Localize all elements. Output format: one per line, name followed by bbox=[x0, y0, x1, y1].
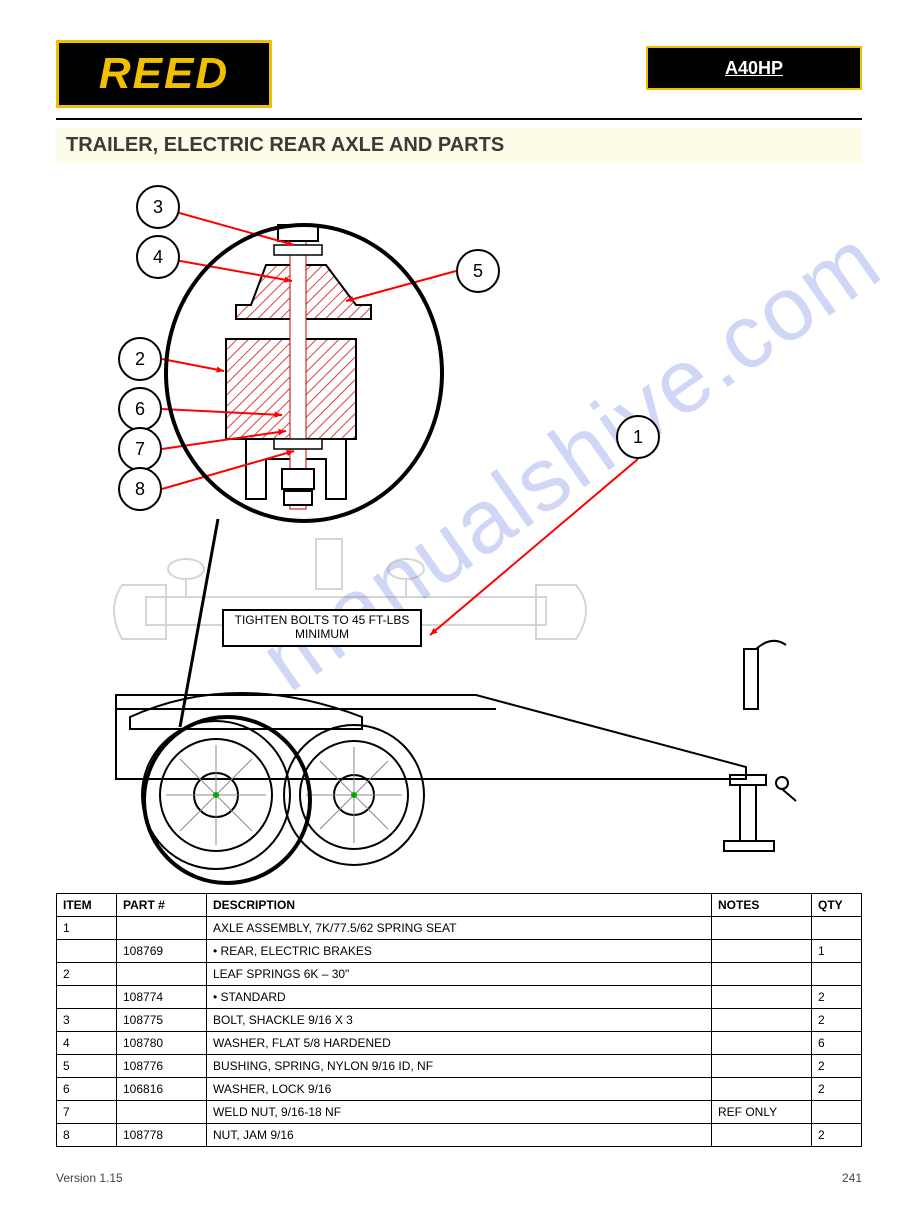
page-footer: Version 1.15 241 bbox=[56, 1171, 862, 1185]
model-box: A40HP bbox=[646, 46, 862, 90]
logo-text: REED bbox=[99, 49, 229, 99]
callout-1: 1 bbox=[616, 415, 660, 459]
col-item: ITEM bbox=[57, 894, 117, 917]
table-row: 2LEAF SPRINGS 6K – 30" bbox=[57, 963, 862, 986]
col-notes: NOTES bbox=[712, 894, 812, 917]
model-text: A40HP bbox=[725, 58, 783, 79]
table-row: 6106816WASHER, LOCK 9/162 bbox=[57, 1078, 862, 1101]
logo-box: REED bbox=[56, 40, 272, 108]
table-row: 7WELD NUT, 9/16-18 NFREF ONLY bbox=[57, 1101, 862, 1124]
page-title: TRAILER, ELECTRIC REAR AXLE AND PARTS bbox=[56, 128, 862, 163]
callout-3: 3 bbox=[136, 185, 180, 229]
table-row: 1AXLE ASSEMBLY, 7K/77.5/62 SPRING SEAT bbox=[57, 917, 862, 940]
callout-2: 2 bbox=[118, 337, 162, 381]
col-part #: PART # bbox=[117, 894, 207, 917]
header-rule bbox=[56, 118, 862, 120]
table-row: 108774• STANDARD2 bbox=[57, 986, 862, 1009]
callout-8: 8 bbox=[118, 467, 162, 511]
table-row: 3108775BOLT, SHACKLE 9/16 X 32 bbox=[57, 1009, 862, 1032]
col-qty: QTY bbox=[812, 894, 862, 917]
bolt-torque-note: TIGHTEN BOLTS TO 45 FT-LBS MINIMUM bbox=[222, 609, 422, 647]
table-row: 108769• REAR, ELECTRIC BRAKES1 bbox=[57, 940, 862, 963]
callout-5: 5 bbox=[456, 249, 500, 293]
col-description: DESCRIPTION bbox=[207, 894, 712, 917]
table-row: 4108780WASHER, FLAT 5/8 HARDENED6 bbox=[57, 1032, 862, 1055]
footer-page-number: 241 bbox=[842, 1171, 862, 1185]
table-row: 8108778NUT, JAM 9/162 bbox=[57, 1124, 862, 1147]
callout-6: 6 bbox=[118, 387, 162, 431]
diagram-area: manualshive.com bbox=[56, 169, 862, 889]
footer-version: Version 1.15 bbox=[56, 1171, 123, 1185]
parts-table: ITEMPART #DESCRIPTIONNOTESQTY 1AXLE ASSE… bbox=[56, 893, 862, 1147]
callout-4: 4 bbox=[136, 235, 180, 279]
table-row: 5108776BUSHING, SPRING, NYLON 9/16 ID, N… bbox=[57, 1055, 862, 1078]
header-row: REED A40HP bbox=[56, 40, 862, 108]
callout-7: 7 bbox=[118, 427, 162, 471]
